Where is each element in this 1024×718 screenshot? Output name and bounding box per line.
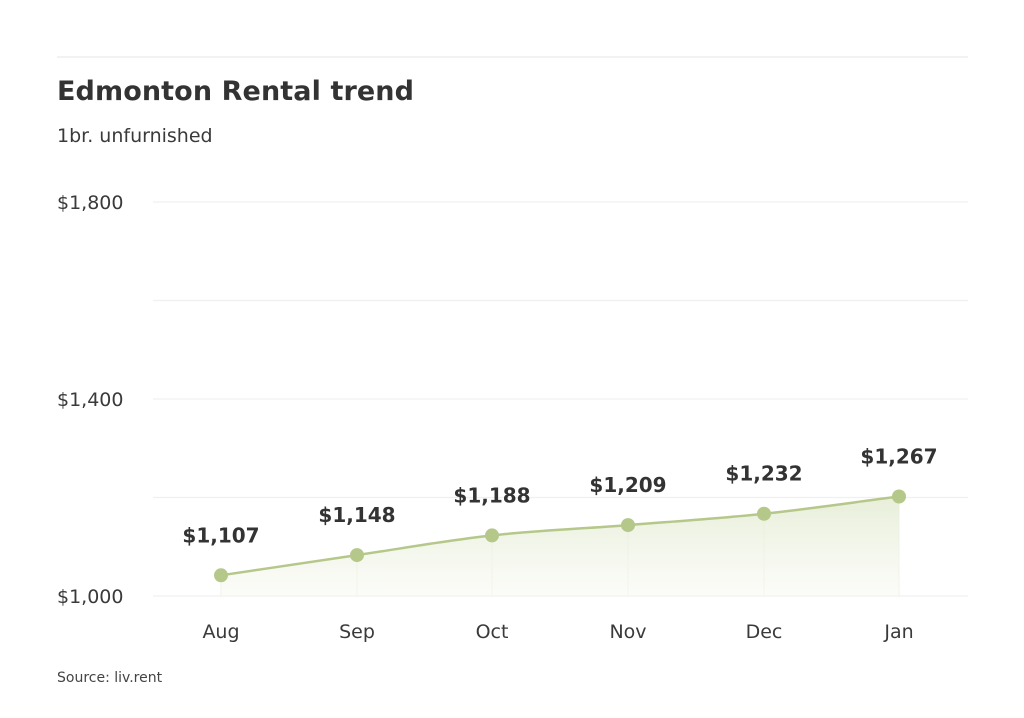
y-tick-label: $1,000 <box>57 586 123 608</box>
data-point-jan[interactable] <box>892 489 906 504</box>
x-tick-label: Nov <box>609 621 646 643</box>
data-label: $1,209 <box>589 473 666 497</box>
chart-title: Edmonton Rental trend <box>57 76 415 107</box>
top-divider <box>57 56 968 58</box>
x-tick-label: Dec <box>746 621 783 643</box>
data-labels: $1,107 $1,148 $1,188 $1,209 $1,232 $1,267 <box>182 445 937 548</box>
x-tick-label: Jan <box>883 621 913 643</box>
data-point-dec[interactable] <box>757 506 771 521</box>
data-label: $1,107 <box>182 523 259 547</box>
data-markers <box>214 489 906 583</box>
x-axis-labels: Aug Sep Oct Nov Dec Jan <box>202 621 913 643</box>
y-tick-label: $1,400 <box>57 389 123 411</box>
trend-line <box>220 495 900 577</box>
area-fill <box>221 496 899 596</box>
y-axis-labels: $1,000 $1,400 $1,800 <box>57 192 123 608</box>
x-tick-label: Sep <box>339 621 375 643</box>
x-tick-label: Oct <box>476 621 509 643</box>
source-note: Source: liv.rent <box>57 670 163 686</box>
data-point-nov[interactable] <box>621 518 635 533</box>
data-point-sep[interactable] <box>350 548 364 563</box>
data-label: $1,267 <box>860 445 937 469</box>
data-point-oct[interactable] <box>485 528 499 543</box>
data-point-aug[interactable] <box>214 568 228 583</box>
chart-subtitle: 1br. unfurnished <box>57 125 213 147</box>
data-label: $1,148 <box>318 503 395 527</box>
data-label: $1,232 <box>725 462 802 486</box>
data-label: $1,188 <box>453 483 530 507</box>
y-tick-label: $1,800 <box>57 192 123 214</box>
x-tick-label: Aug <box>202 621 239 643</box>
